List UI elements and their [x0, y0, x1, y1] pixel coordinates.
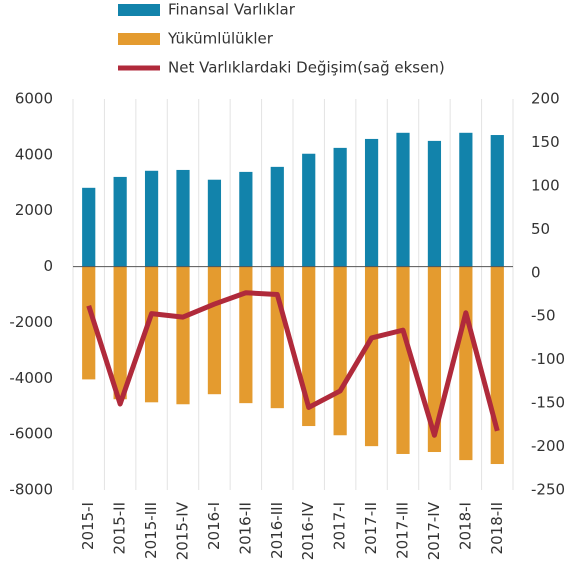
bar: [144, 266, 159, 403]
bar: [176, 169, 190, 267]
x-tick-label: 2016-I: [205, 502, 223, 550]
x-tick-label: 2017-I: [331, 502, 349, 550]
y-tick-label: -8000: [9, 481, 53, 499]
legend-label: Net Varlıklardaki Değişim(sağ eksen): [168, 59, 445, 77]
bar: [333, 147, 347, 267]
bar: [396, 266, 410, 454]
y-tick-label: 2000: [15, 201, 53, 219]
y2-tick-label: -50: [531, 307, 556, 325]
bar: [459, 132, 473, 267]
y-tick-label: 4000: [15, 145, 53, 163]
x-tick-label: 2017-II: [362, 502, 380, 554]
y2-tick-label: 50: [531, 220, 550, 238]
x-tick-label: 2016-II: [236, 502, 254, 554]
y2-tick-label: -250: [531, 481, 565, 499]
bar: [427, 140, 442, 267]
legend-swatch: [118, 33, 160, 45]
bar: [82, 266, 96, 380]
x-tick-label: 2016-III: [268, 502, 286, 559]
y-tick-label: -6000: [9, 425, 53, 443]
bar: [113, 176, 127, 267]
bar: [239, 266, 253, 404]
bar: [207, 179, 222, 267]
x-tick-label: 2018-I: [456, 502, 474, 550]
bar: [113, 266, 127, 400]
y-tick-label: -2000: [9, 313, 53, 331]
bar: [302, 153, 316, 267]
legend-label: Finansal Varlıklar: [168, 1, 296, 19]
bar: [459, 266, 473, 461]
bar: [490, 266, 504, 465]
y2-tick-label: -200: [531, 437, 565, 455]
y2-tick-label: 100: [531, 176, 560, 194]
bar: [270, 266, 284, 409]
bar: [427, 266, 442, 453]
x-tick-label: 2015-I: [79, 502, 97, 550]
bar: [364, 266, 379, 447]
x-tick-label: 2015-III: [142, 502, 160, 559]
y2-tick-label: 200: [531, 90, 560, 108]
bar: [490, 135, 504, 267]
bar: [364, 138, 379, 267]
y2-tick-label: 150: [531, 133, 560, 151]
x-tick-label: 2017-III: [394, 502, 412, 559]
bar: [176, 266, 190, 405]
y-tick-label: 0: [43, 257, 53, 275]
y2-tick-label: 0: [531, 263, 541, 281]
line: [86, 290, 500, 438]
legend-label: Yükümlülükler: [167, 30, 274, 48]
x-tick-label: 2015-II: [111, 502, 129, 554]
bar: [396, 132, 410, 267]
x-tick-label: 2017-IV: [425, 501, 443, 560]
bar: [82, 187, 96, 267]
y-tick-label: -4000: [9, 369, 53, 387]
x-tick-label: 2016-IV: [299, 501, 317, 560]
bar: [302, 266, 316, 427]
bar: [239, 171, 253, 267]
bar: [144, 170, 159, 267]
legend-swatch: [118, 4, 160, 16]
x-tick-label: 2015-IV: [174, 501, 192, 560]
bar: [333, 266, 347, 436]
y2-tick-label: -100: [531, 350, 565, 368]
y-tick-label: 6000: [15, 90, 53, 108]
bar: [270, 166, 284, 267]
bar: [207, 266, 222, 395]
x-tick-label: 2018-II: [488, 502, 506, 554]
y2-tick-label: -150: [531, 394, 565, 412]
